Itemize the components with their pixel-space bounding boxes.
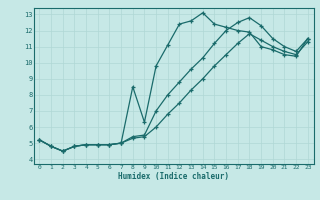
X-axis label: Humidex (Indice chaleur): Humidex (Indice chaleur) — [118, 172, 229, 181]
